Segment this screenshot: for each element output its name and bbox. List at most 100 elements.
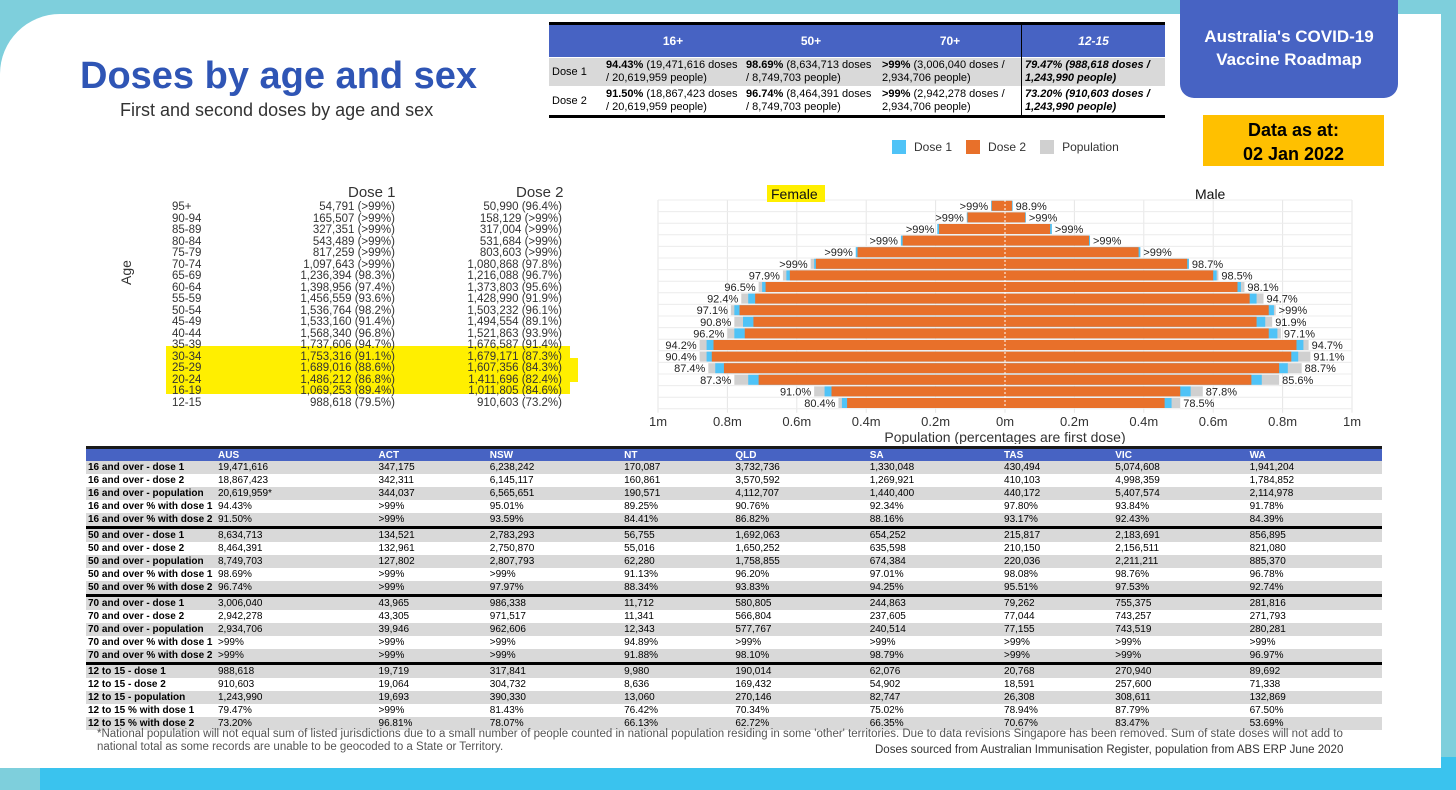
highlight-25-29 (166, 358, 578, 370)
table-cell: 169,432 (735, 679, 772, 690)
summary-cell: 73.20% (910,603 doses / 1,243,990 people… (1021, 86, 1165, 117)
male-dose2-bar (1005, 224, 1051, 234)
table-cell: 79.47% (218, 705, 252, 716)
table-row: 50 and over - dose 2 8,464,391 132,961 2,75… (86, 542, 1382, 555)
table-cell: 755,375 (1113, 594, 1248, 610)
table-cell: >99% (735, 637, 762, 648)
age-row: 30-34 1,753,316 (91.1%) 1,679,171 (87.3%) (110, 350, 580, 364)
table-cell: 2,183,691 (1113, 526, 1248, 542)
male-percent-label: 78.5% (1183, 398, 1214, 410)
female-dose2-bar (765, 282, 1005, 292)
table-cell: 3,570,592 (735, 475, 780, 486)
table-cell: 2,156,511 (1115, 543, 1160, 554)
table-cell: >99% (378, 501, 405, 512)
table-cell: 885,370 (1247, 555, 1382, 568)
dose1-value: 1,737,606 (94.7%) (300, 339, 395, 351)
summary-table: 16+ 50+ 70+ 12-15 Dose 1 94.43% (19,471,6… (549, 22, 1165, 118)
table-cell: 580,805 (733, 594, 868, 610)
table-cell: 62.72% (733, 717, 868, 730)
table-cell: 220,036 (1002, 555, 1114, 568)
highlight-20-24 (166, 370, 578, 382)
table-row: 12 to 15 - dose 2 910,603 19,064 304,732 8,6… (86, 678, 1382, 691)
age-group-label: 85-89 (172, 224, 202, 236)
table-cell: 5,407,574 (1113, 487, 1248, 500)
table-cell: 19,719 (376, 662, 488, 678)
table-cell: 3,006,040 (216, 594, 377, 610)
table-cell: 62,076 (867, 662, 1003, 678)
table-cell: 77,155 (1002, 623, 1114, 636)
table-cell: 674,384 (867, 555, 1003, 568)
female-percent-label: 92.4% (707, 294, 738, 306)
table-cell: 62,280 (622, 555, 734, 568)
dose2-value: 1,679,171 (87.3%) (467, 350, 562, 363)
table-cell: 71,338 (1249, 679, 1281, 690)
table-cell: 89.25% (624, 501, 659, 512)
female-percent-label: 96.2% (693, 328, 724, 340)
table-row: 16 and over % with dose 2 91.50% >99% 93.59… (86, 513, 1382, 528)
table-cell: 26,308 (1002, 691, 1114, 704)
table-cell: >99% (216, 649, 377, 664)
dose1-value: 1,689,016 (88.6%) (300, 362, 395, 374)
female-percent-label: >99% (779, 259, 808, 271)
table-cell: 308,611 (1113, 691, 1248, 704)
age-row: 80-84 543,489 (>99%) 531,684 (>99%) (110, 235, 580, 249)
row-label: 70 and over - population (86, 623, 216, 636)
age-group-label: 16-19 (172, 385, 202, 397)
table-cell: 4,112,707 (733, 487, 868, 500)
table-cell: 5,074,608 (1113, 461, 1248, 474)
female-label: Female (771, 186, 818, 202)
table-cell: 81.43% (489, 705, 524, 716)
age-group-label: 80-84 (172, 235, 202, 248)
age-row: 16-19 1,069,253 (89.4%) 1,011,805 (84.6%) (110, 385, 580, 398)
table-cell: 66.35% (867, 717, 1003, 730)
summary-header-cell (549, 23, 603, 58)
table-cell: 18,591 (1004, 679, 1035, 690)
summary-row: Dose 2 91.50% (18,867,423 doses / 20,619,… (549, 86, 1165, 117)
table-cell: 96.97% (1247, 649, 1382, 664)
table-cell: 270,940 (1113, 662, 1248, 678)
table-cell: 97.53% (1113, 581, 1248, 596)
table-cell: 566,804 (735, 611, 772, 622)
table-cell: >99% (218, 637, 244, 648)
table-cell: >99% (376, 581, 488, 596)
table-cell: 971,517 (489, 611, 526, 622)
table-cell: 97.97% (487, 581, 623, 596)
table-cell: 70.67% (1002, 717, 1114, 730)
table-cell: 94.43% (218, 501, 252, 512)
table-cell: 13,060 (622, 691, 734, 704)
summary-row-label: Dose 2 (549, 86, 603, 117)
age-row: 90-94 165,507 (>99%) 158,129 (>99%) (110, 213, 580, 226)
age-group-label: 60-64 (172, 281, 202, 294)
age-group-label: 65-69 (172, 270, 202, 282)
table-cell: 92.74% (1247, 581, 1382, 596)
chart-legend: Dose 1 Dose 2 Population (892, 140, 1133, 154)
row-label: 12 to 15 - dose 2 (88, 679, 166, 690)
table-cell: 577,767 (733, 623, 868, 636)
table-cell: 98.79% (867, 649, 1003, 664)
jurisdiction-header-cell: QLD (733, 446, 868, 461)
male-percent-label: 98.5% (1221, 270, 1252, 282)
age-group-label: 50-54 (172, 304, 202, 317)
table-cell: 257,600 (1115, 679, 1152, 690)
dose2-value: 1,676,587 (91.4%) (467, 339, 562, 351)
table-cell: 53.69% (1247, 717, 1382, 730)
table-cell: 98.76% (1115, 569, 1150, 580)
table-cell: 160,861 (624, 475, 661, 486)
jurisdiction-header-cell: ACT (376, 446, 488, 461)
row-label: 16 and over - population (86, 487, 216, 500)
table-cell: 75.02% (869, 705, 904, 716)
summary-header-row: 16+ 50+ 70+ 12-15 (549, 23, 1165, 58)
male-dose2-bar (1005, 363, 1280, 374)
population-pyramid-chart: >99% 98.9%>99% >99%>99% >99%>99% >99%>99% >99… (649, 185, 1361, 444)
table-cell: 82,747 (867, 691, 1003, 704)
age-row: 70-74 1,097,643 (>99%) 1,080,868 (97.8%) (110, 258, 580, 272)
highlight-30-34 (166, 346, 570, 358)
row-label: 12 to 15 - dose 1 (86, 662, 216, 678)
legend-swatch (892, 140, 906, 154)
jurisdiction-header-cell: TAS (1002, 446, 1114, 461)
row-label: 50 and over - dose 2 (88, 543, 185, 554)
age-group-label: 70-74 (172, 258, 202, 271)
male-percent-label: 98.7% (1192, 259, 1223, 271)
table-cell: 98.10% (733, 649, 868, 664)
table-cell: 132,869 (1247, 691, 1382, 704)
